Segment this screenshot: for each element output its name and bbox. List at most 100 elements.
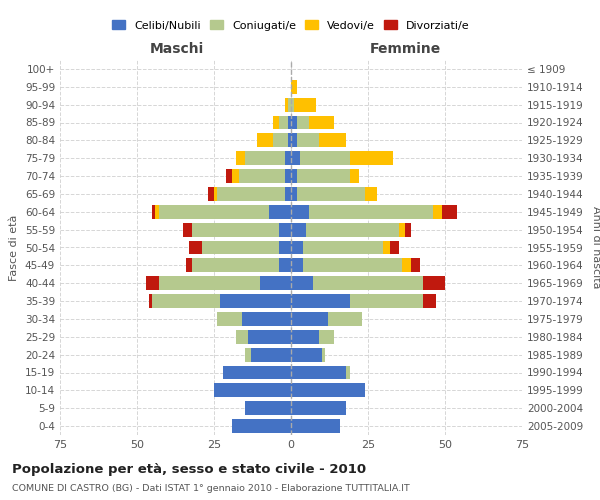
Bar: [291, 169, 297, 183]
Bar: [291, 276, 313, 290]
Bar: [291, 151, 300, 165]
Bar: [405, 222, 411, 236]
Bar: [260, 276, 291, 290]
Bar: [294, 98, 316, 112]
Bar: [257, 134, 272, 147]
Bar: [383, 240, 389, 254]
Bar: [278, 116, 288, 130]
Bar: [297, 169, 350, 183]
Bar: [285, 98, 288, 112]
Bar: [236, 151, 245, 165]
Bar: [272, 116, 278, 130]
Bar: [350, 151, 392, 165]
Bar: [190, 240, 202, 254]
Bar: [307, 222, 399, 236]
Bar: [214, 187, 217, 201]
Bar: [193, 258, 278, 272]
Bar: [310, 205, 433, 219]
Bar: [291, 419, 340, 433]
Bar: [313, 276, 424, 290]
Bar: [291, 240, 304, 254]
Bar: [208, 187, 214, 201]
Bar: [278, 240, 291, 254]
Bar: [304, 258, 402, 272]
Bar: [226, 169, 232, 183]
Bar: [158, 205, 269, 219]
Bar: [402, 258, 411, 272]
Bar: [291, 116, 297, 130]
Bar: [285, 151, 291, 165]
Bar: [288, 134, 291, 147]
Bar: [245, 348, 251, 362]
Bar: [239, 169, 285, 183]
Bar: [193, 222, 278, 236]
Bar: [288, 116, 291, 130]
Bar: [236, 330, 248, 344]
Bar: [297, 116, 310, 130]
Bar: [297, 187, 365, 201]
Bar: [291, 134, 297, 147]
Bar: [245, 401, 291, 415]
Bar: [291, 258, 304, 272]
Bar: [411, 258, 421, 272]
Bar: [152, 205, 155, 219]
Bar: [272, 134, 288, 147]
Bar: [291, 401, 346, 415]
Bar: [183, 222, 193, 236]
Text: Maschi: Maschi: [150, 42, 204, 56]
Bar: [155, 205, 158, 219]
Bar: [310, 116, 334, 130]
Bar: [346, 366, 350, 380]
Bar: [245, 151, 285, 165]
Bar: [214, 384, 291, 398]
Bar: [248, 330, 291, 344]
Bar: [251, 348, 291, 362]
Bar: [202, 240, 278, 254]
Legend: Celibi/Nubili, Coniugati/e, Vedovi/e, Divorziati/e: Celibi/Nubili, Coniugati/e, Vedovi/e, Di…: [109, 17, 473, 34]
Bar: [433, 205, 442, 219]
Bar: [269, 205, 291, 219]
Bar: [232, 419, 291, 433]
Bar: [285, 169, 291, 183]
Bar: [149, 294, 152, 308]
Bar: [350, 169, 359, 183]
Bar: [297, 134, 319, 147]
Y-axis label: Anni di nascita: Anni di nascita: [590, 206, 600, 289]
Bar: [319, 134, 346, 147]
Bar: [217, 312, 242, 326]
Bar: [291, 384, 365, 398]
Bar: [319, 330, 334, 344]
Bar: [291, 205, 310, 219]
Bar: [285, 187, 291, 201]
Bar: [442, 205, 457, 219]
Bar: [328, 312, 362, 326]
Bar: [291, 222, 307, 236]
Bar: [220, 294, 291, 308]
Bar: [223, 366, 291, 380]
Bar: [291, 98, 294, 112]
Bar: [399, 222, 405, 236]
Bar: [288, 98, 291, 112]
Bar: [146, 276, 158, 290]
Bar: [424, 294, 436, 308]
Bar: [424, 276, 445, 290]
Bar: [291, 366, 346, 380]
Bar: [186, 258, 193, 272]
Bar: [389, 240, 399, 254]
Bar: [217, 187, 285, 201]
Bar: [232, 169, 239, 183]
Bar: [322, 348, 325, 362]
Bar: [350, 294, 424, 308]
Bar: [278, 258, 291, 272]
Text: COMUNE DI CASTRO (BG) - Dati ISTAT 1° gennaio 2010 - Elaborazione TUTTITALIA.IT: COMUNE DI CASTRO (BG) - Dati ISTAT 1° ge…: [12, 484, 410, 493]
Bar: [291, 294, 350, 308]
Bar: [242, 312, 291, 326]
Bar: [304, 240, 383, 254]
Bar: [300, 151, 350, 165]
Bar: [278, 222, 291, 236]
Y-axis label: Fasce di età: Fasce di età: [10, 214, 19, 280]
Bar: [291, 312, 328, 326]
Bar: [158, 276, 260, 290]
Text: Femmine: Femmine: [370, 42, 440, 56]
Bar: [365, 187, 377, 201]
